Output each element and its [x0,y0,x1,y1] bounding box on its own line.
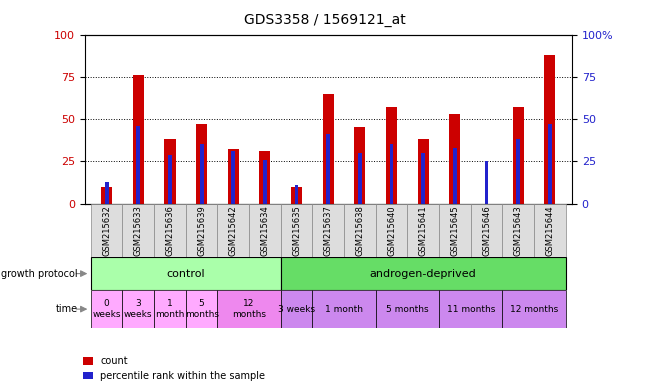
Bar [418,139,429,204]
FancyBboxPatch shape [439,290,502,328]
FancyBboxPatch shape [534,204,566,257]
Text: GSM215633: GSM215633 [134,205,143,256]
Text: control: control [166,268,205,279]
FancyBboxPatch shape [313,204,344,257]
Bar [354,127,365,204]
Text: GSM215639: GSM215639 [197,205,206,256]
Bar [227,149,239,204]
Bar [485,161,488,204]
Bar [358,153,362,204]
Text: 1 month: 1 month [325,305,363,314]
FancyBboxPatch shape [313,290,376,328]
Text: 12 months: 12 months [510,305,558,314]
FancyBboxPatch shape [218,204,249,257]
Text: GSM215636: GSM215636 [166,205,174,256]
Text: 3 weeks: 3 weeks [278,305,315,314]
FancyBboxPatch shape [502,204,534,257]
Bar [168,154,172,204]
Text: GSM215640: GSM215640 [387,205,396,256]
Bar [322,94,334,204]
Bar [200,144,203,204]
FancyBboxPatch shape [502,290,566,328]
Text: GSM215635: GSM215635 [292,205,301,256]
Bar [259,151,270,204]
Text: GSM215645: GSM215645 [450,205,460,256]
FancyBboxPatch shape [186,204,218,257]
Bar [548,124,552,204]
FancyBboxPatch shape [91,290,122,328]
FancyBboxPatch shape [154,290,186,328]
Text: GSM215632: GSM215632 [102,205,111,256]
FancyBboxPatch shape [376,204,408,257]
FancyBboxPatch shape [281,290,313,328]
FancyBboxPatch shape [186,290,218,328]
Text: GSM215638: GSM215638 [356,205,365,256]
Bar [101,187,112,204]
Text: 5 months: 5 months [386,305,429,314]
FancyBboxPatch shape [439,204,471,257]
FancyBboxPatch shape [376,290,439,328]
Text: GSM215642: GSM215642 [229,205,238,256]
Text: GSM215637: GSM215637 [324,205,333,256]
FancyBboxPatch shape [408,204,439,257]
Bar [421,153,425,204]
Text: GSM215641: GSM215641 [419,205,428,256]
Text: 1
month: 1 month [155,300,185,319]
FancyBboxPatch shape [154,204,186,257]
FancyBboxPatch shape [249,204,281,257]
FancyBboxPatch shape [122,290,154,328]
Text: time: time [56,304,78,314]
Text: GSM215646: GSM215646 [482,205,491,256]
FancyBboxPatch shape [281,257,566,290]
FancyBboxPatch shape [281,204,313,257]
Bar [136,126,140,204]
FancyBboxPatch shape [122,204,154,257]
Text: 12
months: 12 months [232,300,266,319]
Text: androgen-deprived: androgen-deprived [370,268,476,279]
Text: 5
months: 5 months [185,300,218,319]
Bar [516,139,520,204]
Text: 3
weeks: 3 weeks [124,300,153,319]
FancyBboxPatch shape [218,290,281,328]
Legend: count, percentile rank within the sample: count, percentile rank within the sample [83,356,265,381]
Bar [291,187,302,204]
Text: growth protocol: growth protocol [1,268,78,279]
Bar [326,134,330,204]
Bar [453,148,457,204]
Bar [231,151,235,204]
FancyBboxPatch shape [91,257,281,290]
Text: GDS3358 / 1569121_at: GDS3358 / 1569121_at [244,13,406,27]
FancyBboxPatch shape [91,204,122,257]
Bar [105,182,109,204]
Text: GSM215634: GSM215634 [261,205,270,256]
Text: 11 months: 11 months [447,305,495,314]
Bar [449,114,460,204]
Bar [386,107,397,204]
FancyBboxPatch shape [471,204,502,257]
Text: GSM215644: GSM215644 [545,205,554,256]
Bar [513,107,524,204]
Bar [164,139,176,204]
Bar [294,185,298,204]
Text: GSM215643: GSM215643 [514,205,523,256]
Bar [196,124,207,204]
Bar [133,75,144,204]
Bar [389,144,393,204]
Bar [263,160,267,204]
FancyBboxPatch shape [344,204,376,257]
Text: 0
weeks: 0 weeks [92,300,121,319]
Bar [544,55,555,204]
